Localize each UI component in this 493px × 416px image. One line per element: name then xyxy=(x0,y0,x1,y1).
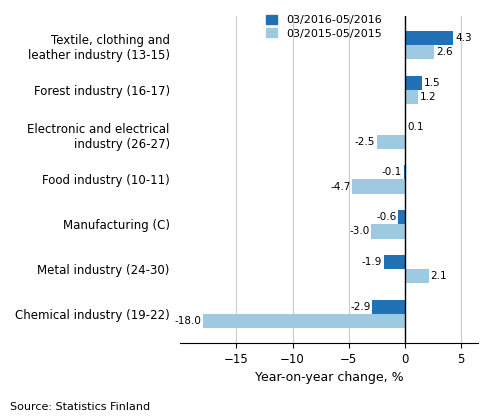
Bar xyxy=(405,90,419,104)
Bar xyxy=(352,179,405,194)
Bar xyxy=(405,76,422,90)
Text: 1.5: 1.5 xyxy=(423,78,440,88)
Text: 1.2: 1.2 xyxy=(420,92,437,102)
Text: -4.7: -4.7 xyxy=(330,182,351,192)
Text: -3.0: -3.0 xyxy=(350,226,370,236)
Text: 0.1: 0.1 xyxy=(408,122,424,133)
Bar xyxy=(384,255,405,269)
Bar xyxy=(398,210,405,224)
Bar xyxy=(372,300,405,314)
Text: 2.6: 2.6 xyxy=(436,47,453,57)
Bar xyxy=(203,314,405,328)
Bar xyxy=(405,120,406,135)
Bar xyxy=(371,224,405,239)
Text: -2.5: -2.5 xyxy=(355,137,375,147)
Text: -2.9: -2.9 xyxy=(351,302,371,312)
Bar xyxy=(405,269,428,283)
Text: -0.1: -0.1 xyxy=(382,167,402,177)
Text: -1.9: -1.9 xyxy=(361,257,382,267)
Text: -0.6: -0.6 xyxy=(376,212,396,222)
Text: -18.0: -18.0 xyxy=(174,316,201,326)
Bar xyxy=(405,45,434,59)
Text: Source: Statistics Finland: Source: Statistics Finland xyxy=(10,402,150,412)
Bar xyxy=(377,135,405,149)
Bar xyxy=(405,31,453,45)
X-axis label: Year-on-year change, %: Year-on-year change, % xyxy=(255,371,403,384)
Bar xyxy=(404,165,405,179)
Text: 2.1: 2.1 xyxy=(430,271,447,281)
Text: 4.3: 4.3 xyxy=(455,33,472,43)
Legend: 03/2016-05/2016, 03/2015-05/2015: 03/2016-05/2016, 03/2015-05/2015 xyxy=(266,15,382,39)
